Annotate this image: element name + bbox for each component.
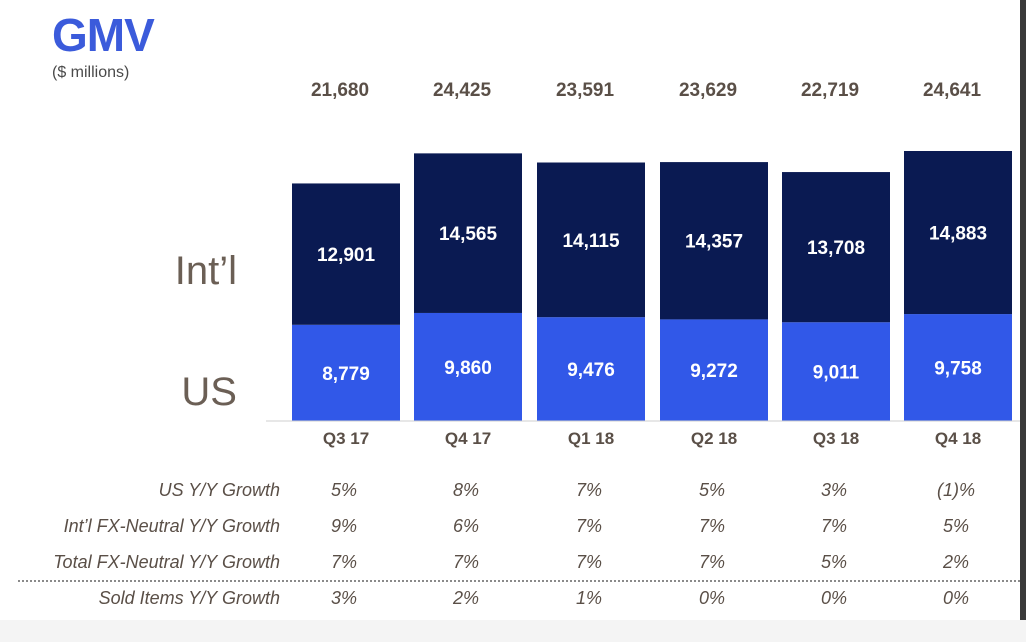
- metric-value: 7%: [330, 552, 357, 572]
- x-tick-label: Q4 17: [445, 429, 491, 448]
- metric-value: (1)%: [936, 480, 975, 500]
- bar-us: [414, 312, 522, 421]
- x-tick-label: Q4 18: [935, 429, 981, 448]
- bar-us: [292, 324, 400, 421]
- metric-value: 8%: [452, 480, 479, 500]
- bar-intl: [660, 162, 768, 320]
- series-label-intl: Int’l: [175, 249, 237, 293]
- bar-value-label: 9,011: [813, 363, 860, 384]
- metric-name: Int’l FX-Neutral Y/Y Growth: [63, 516, 280, 536]
- metric-name: US Y/Y Growth: [158, 480, 280, 500]
- total-value-label: 24,641: [923, 80, 982, 101]
- bar-us: [904, 314, 1012, 421]
- metric-value: 3%: [330, 588, 357, 608]
- bar-value-label: 14,115: [562, 231, 619, 252]
- metric-value: 0%: [698, 588, 725, 608]
- metric-row: Int’l FX-Neutral Y/Y Growth 9% 6% 7% 7% 7% 5%: [0, 512, 1020, 542]
- bar-intl: [782, 172, 890, 323]
- bar-intl: [537, 162, 645, 318]
- metric-value: 1%: [575, 588, 602, 608]
- x-tick-label: Q1 18: [568, 429, 614, 448]
- right-edge-rule: [1020, 0, 1026, 642]
- metric-value: 7%: [698, 516, 725, 536]
- bar-value-label: 14,357: [685, 232, 743, 253]
- bar-value-label: 12,901: [317, 245, 376, 266]
- bar-us: [537, 317, 645, 421]
- bar-value-label: 14,883: [929, 224, 987, 245]
- x-axis-ticks: Q3 17 Q4 17 Q1 18 Q2 18 Q3 18 Q4 18: [323, 429, 981, 448]
- metric-value: 5%: [330, 480, 357, 500]
- metric-value: 7%: [575, 516, 602, 536]
- metrics-divider: [18, 580, 1020, 582]
- metric-value: 5%: [698, 480, 725, 500]
- metric-row: Sold Items Y/Y Growth 3% 2% 1% 0% 0% 0%: [0, 584, 1020, 614]
- bar-us: [782, 322, 890, 421]
- metric-row: US Y/Y Growth 5% 8% 7% 5% 3% (1)%: [0, 476, 1020, 506]
- bar-value-label: 9,860: [444, 358, 492, 379]
- metric-value: 9%: [330, 516, 357, 536]
- metric-value: 2%: [452, 588, 479, 608]
- bar-value-label: 8,779: [322, 364, 370, 385]
- bar-us: [660, 319, 768, 421]
- metric-value: 0%: [820, 588, 847, 608]
- metric-value: 7%: [575, 552, 602, 572]
- bar-value-label: 14,565: [439, 224, 498, 245]
- metric-value: 5%: [820, 552, 847, 572]
- chart-subtitle: ($ millions): [52, 64, 130, 81]
- metric-value: 7%: [820, 516, 847, 536]
- series-labels: Int’l US: [175, 249, 237, 414]
- metric-name: Sold Items Y/Y Growth: [98, 588, 280, 608]
- total-value-label: 23,591: [556, 80, 615, 101]
- total-value-label: 22,719: [801, 80, 859, 101]
- metric-value: 2%: [942, 552, 969, 572]
- bar-value-label: 13,708: [807, 238, 865, 259]
- metric-value: 7%: [452, 552, 479, 572]
- bottom-band: [0, 620, 1026, 642]
- bar-intl: [292, 183, 400, 325]
- metric-value: 0%: [942, 588, 969, 608]
- metric-value: 3%: [820, 480, 847, 500]
- chart-title: GMV: [52, 9, 155, 61]
- series-label-us: US: [181, 370, 237, 414]
- bar-value-label: 9,476: [567, 360, 615, 381]
- bars-group: 8,779 12,901 9,860 14,565 9,476 14,115 9,272 14…: [292, 151, 1012, 421]
- total-value-label: 21,680: [311, 80, 369, 101]
- bar-value-label: 9,758: [934, 359, 982, 380]
- x-tick-label: Q3 18: [813, 429, 859, 448]
- metric-row: Total FX-Neutral Y/Y Growth 7% 7% 7% 7% 5% 2%: [0, 548, 1020, 578]
- bar-intl: [414, 153, 522, 313]
- x-tick-label: Q3 17: [323, 429, 369, 448]
- bar-value-label: 9,272: [690, 361, 738, 382]
- gmv-stacked-bar-chart: 8,779 12,901 9,860 14,565 9,476 14,115 9,272 14…: [175, 80, 1020, 448]
- metric-value: 7%: [698, 552, 725, 572]
- total-value-label: 24,425: [433, 80, 492, 101]
- x-tick-label: Q2 18: [691, 429, 737, 448]
- total-value-label: 23,629: [679, 80, 737, 101]
- total-labels: 21,680 24,425 23,591 23,629 22,719 24,641: [311, 80, 982, 101]
- bar-intl: [904, 151, 1012, 315]
- metric-value: 6%: [452, 516, 479, 536]
- metric-value: 7%: [575, 480, 602, 500]
- metric-name: Total FX-Neutral Y/Y Growth: [53, 552, 280, 572]
- metric-value: 5%: [942, 516, 969, 536]
